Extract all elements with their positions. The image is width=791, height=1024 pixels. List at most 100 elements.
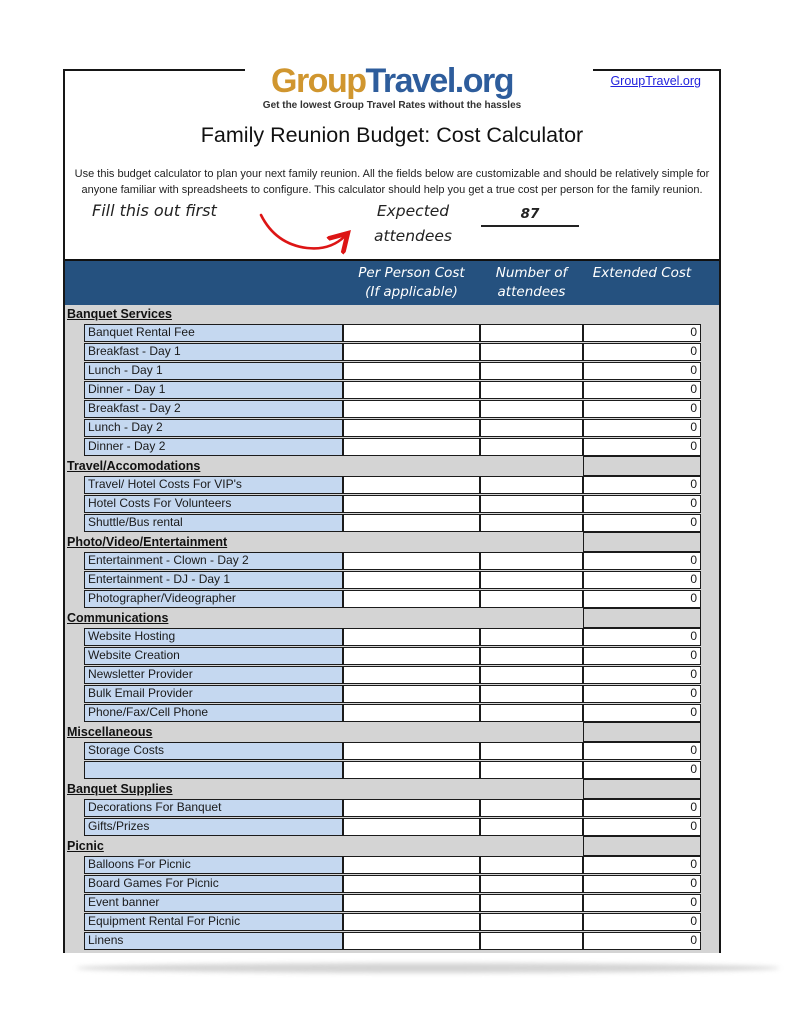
per-person-cost-cell[interactable] (343, 666, 480, 684)
row-label-cell (84, 761, 343, 779)
table-row: Dinner - Day 2 0 (84, 438, 719, 456)
per-person-cost-cell[interactable] (343, 742, 480, 760)
per-person-cost-cell[interactable] (343, 628, 480, 646)
row-label-cell: Decorations For Banquet (84, 799, 343, 817)
table-row: Website Hosting 0 (84, 628, 719, 646)
per-person-cost-cell[interactable] (343, 818, 480, 836)
per-person-cost-cell[interactable] (343, 381, 480, 399)
attendees-count-cell[interactable] (480, 647, 583, 665)
extended-cost-cell: 0 (583, 571, 701, 589)
description: Use this budget calculator to plan your … (65, 167, 719, 198)
table-row: Event banner 0 (84, 894, 719, 912)
per-person-cost-cell[interactable] (343, 476, 480, 494)
attendees-count-cell[interactable] (480, 324, 583, 342)
attendees-count-cell[interactable] (480, 419, 583, 437)
extended-cost-cell: 0 (583, 324, 701, 342)
per-person-cost-cell[interactable] (343, 685, 480, 703)
attendees-count-cell[interactable] (480, 799, 583, 817)
per-person-cost-cell[interactable] (343, 438, 480, 456)
extended-cost-cell: 0 (583, 495, 701, 513)
extended-cost-cell: 0 (583, 400, 701, 418)
per-person-cost-cell[interactable] (343, 571, 480, 589)
section-sum-cell (583, 532, 701, 552)
attendees-count-cell[interactable] (480, 761, 583, 779)
expected-attendees-label-line1: Expected (376, 202, 450, 220)
attendees-count-cell[interactable] (480, 628, 583, 646)
attendees-count-cell[interactable] (480, 666, 583, 684)
per-person-cost-cell[interactable] (343, 419, 480, 437)
table-header-row: Per Person Cost (If applicable) Number o… (65, 259, 719, 305)
per-person-cost-cell[interactable] (343, 761, 480, 779)
per-person-cost-cell[interactable] (343, 343, 480, 361)
attendees-count-cell[interactable] (480, 343, 583, 361)
attendees-count-cell[interactable] (480, 932, 583, 950)
expected-attendees-value[interactable]: 87 (481, 201, 579, 227)
attendees-count-cell[interactable] (480, 495, 583, 513)
extended-cost-cell: 0 (583, 438, 701, 456)
extended-cost-cell: 0 (583, 647, 701, 665)
expected-attendees-label: Expected attendees (368, 199, 458, 249)
per-person-cost-cell[interactable] (343, 400, 480, 418)
table-row: Bulk Email Provider 0 (84, 685, 719, 703)
attendees-count-cell[interactable] (480, 590, 583, 608)
per-person-cost-cell[interactable] (343, 799, 480, 817)
table-row: Equipment Rental For Picnic 0 (84, 913, 719, 931)
extended-cost-cell: 0 (583, 419, 701, 437)
per-person-cost-cell[interactable] (343, 362, 480, 380)
per-person-cost-cell[interactable] (343, 704, 480, 722)
table-row: Hotel Costs For Volunteers 0 (84, 495, 719, 513)
attendees-count-cell[interactable] (480, 856, 583, 874)
table-row: Breakfast - Day 2 0 (84, 400, 719, 418)
extended-cost-cell: 0 (583, 799, 701, 817)
extended-cost-cell: 0 (583, 704, 701, 722)
section-row: Miscellaneous (65, 722, 719, 742)
section-title: Banquet Services (67, 307, 172, 321)
header-line: Per Person Cost (358, 265, 465, 281)
per-person-cost-cell[interactable] (343, 495, 480, 513)
section-title: Miscellaneous (67, 725, 153, 739)
table-row: Breakfast - Day 1 0 (84, 343, 719, 361)
per-person-cost-cell[interactable] (343, 647, 480, 665)
per-person-cost-cell[interactable] (343, 932, 480, 950)
row-label-cell: Balloons For Picnic (84, 856, 343, 874)
section-sum-cell (583, 722, 701, 742)
per-person-cost-cell[interactable] (343, 324, 480, 342)
table-row: Shuttle/Bus rental 0 (84, 514, 719, 532)
attendees-count-cell[interactable] (480, 818, 583, 836)
attendees-count-cell[interactable] (480, 875, 583, 893)
table-row: 0 (84, 761, 719, 779)
attendees-count-cell[interactable] (480, 362, 583, 380)
attendees-count-cell[interactable] (480, 742, 583, 760)
extended-cost-cell: 0 (583, 856, 701, 874)
attendees-count-cell[interactable] (480, 400, 583, 418)
per-person-cost-cell[interactable] (343, 514, 480, 532)
section-row: Banquet Services (65, 305, 719, 323)
attendees-count-cell[interactable] (480, 704, 583, 722)
section-sum-cell (583, 836, 701, 856)
attendees-count-cell[interactable] (480, 913, 583, 931)
per-person-cost-cell[interactable] (343, 875, 480, 893)
row-label-cell: Dinner - Day 1 (84, 381, 343, 399)
grouptravel-link[interactable]: GroupTravel.org (610, 74, 701, 88)
row-label-cell: Storage Costs (84, 742, 343, 760)
budget-table: Banquet Services Banquet Rental Fee 0 Break… (65, 305, 719, 953)
attendees-count-cell[interactable] (480, 685, 583, 703)
per-person-cost-cell[interactable] (343, 856, 480, 874)
per-person-cost-cell[interactable] (343, 913, 480, 931)
attendees-count-cell[interactable] (480, 476, 583, 494)
attendees-count-cell[interactable] (480, 514, 583, 532)
per-person-cost-cell[interactable] (343, 894, 480, 912)
extended-cost-cell: 0 (583, 685, 701, 703)
attendees-count-cell[interactable] (480, 381, 583, 399)
per-person-cost-cell[interactable] (343, 590, 480, 608)
per-person-cost-cell[interactable] (343, 552, 480, 570)
attendees-count-cell[interactable] (480, 571, 583, 589)
row-label-cell: Breakfast - Day 2 (84, 400, 343, 418)
attendees-count-cell[interactable] (480, 438, 583, 456)
attendees-count-cell[interactable] (480, 552, 583, 570)
extended-cost-cell: 0 (583, 818, 701, 836)
extended-cost-cell: 0 (583, 932, 701, 950)
section-sum-cell (583, 456, 701, 476)
table-row: Gifts/Prizes 0 (84, 818, 719, 836)
attendees-count-cell[interactable] (480, 894, 583, 912)
